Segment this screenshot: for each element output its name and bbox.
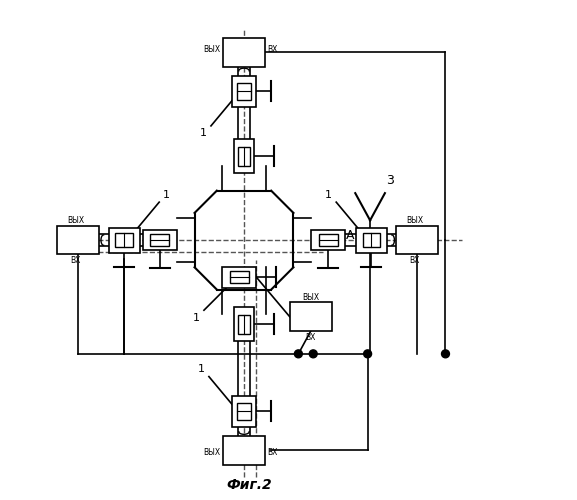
Bar [396, 226, 438, 254]
Bar [230, 272, 249, 283]
Bar [231, 396, 256, 427]
Text: ВХ: ВХ [71, 256, 81, 265]
Text: ВЫХ: ВЫХ [406, 216, 423, 226]
Text: 3: 3 [386, 174, 394, 188]
Text: ВЫХ: ВЫХ [203, 448, 220, 457]
Circle shape [309, 350, 317, 358]
Circle shape [294, 350, 302, 358]
Text: 1: 1 [200, 128, 207, 138]
Text: Фиг.2: Фиг.2 [226, 478, 272, 492]
Bar [57, 226, 99, 254]
Bar [108, 228, 140, 252]
Text: 2: 2 [74, 233, 83, 247]
Text: 1: 1 [163, 190, 170, 200]
Bar [143, 230, 177, 250]
Text: 2: 2 [239, 444, 248, 457]
Text: A: A [346, 228, 354, 241]
Bar [234, 138, 254, 173]
Bar [319, 234, 338, 246]
Bar [223, 38, 265, 66]
Text: ВЫХ: ВЫХ [302, 293, 319, 302]
Circle shape [441, 350, 449, 358]
Bar [231, 76, 256, 107]
Bar [311, 230, 346, 250]
Text: 1: 1 [193, 312, 200, 322]
Bar [290, 302, 332, 331]
Bar [151, 234, 170, 246]
Bar [234, 307, 254, 342]
Text: 2: 2 [306, 310, 315, 324]
Bar [223, 436, 265, 464]
Text: 2: 2 [413, 233, 421, 247]
Bar [222, 267, 256, 287]
Bar [238, 314, 250, 334]
Text: 1: 1 [198, 364, 205, 374]
Text: ВХ: ВХ [306, 332, 316, 342]
Text: 1: 1 [325, 190, 332, 200]
Bar [356, 228, 387, 252]
Bar [363, 233, 380, 248]
Text: ВХ: ВХ [268, 448, 278, 457]
Bar [115, 233, 133, 248]
Bar [237, 402, 251, 420]
Text: ВХ: ВХ [268, 46, 278, 54]
Text: ВЫХ: ВЫХ [203, 46, 220, 54]
Bar [238, 146, 250, 166]
Circle shape [364, 350, 372, 358]
Text: ВХ: ВХ [410, 256, 420, 265]
Bar [237, 82, 251, 100]
Text: 2: 2 [239, 45, 248, 59]
Text: ВЫХ: ВЫХ [68, 216, 84, 226]
